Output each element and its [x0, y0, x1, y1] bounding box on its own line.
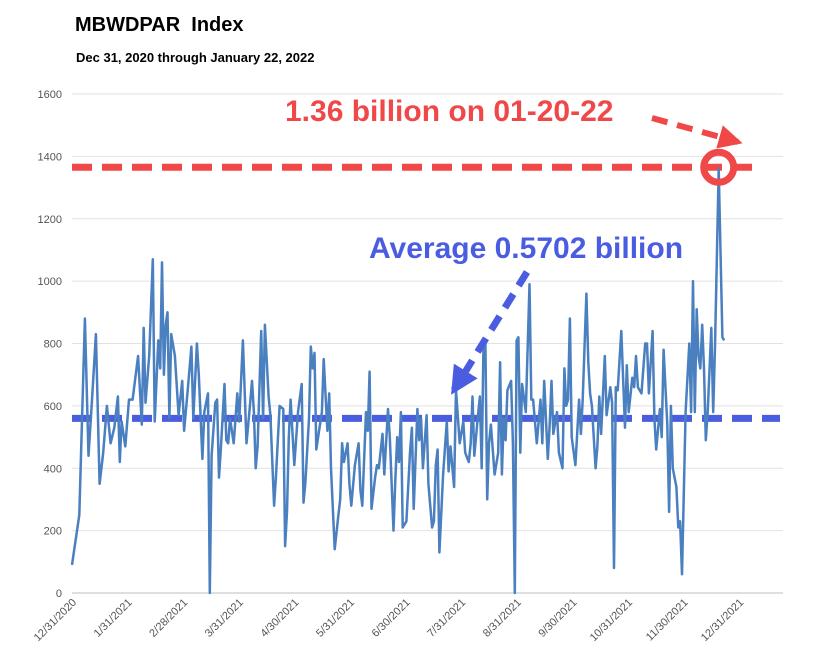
x-tick-label: 10/31/2021 [588, 597, 635, 644]
average-annotation-arrow [451, 270, 530, 395]
x-tick-label: 3/31/2021 [203, 597, 246, 640]
x-tick-label: 4/30/2021 [258, 597, 301, 640]
y-tick-label: 400 [44, 463, 62, 475]
y-tick-label: 1000 [38, 276, 62, 288]
y-tick-label: 200 [44, 526, 62, 538]
grid-lines [72, 93, 783, 594]
series-line [70, 167, 726, 595]
x-tick-label: 9/30/2021 [536, 597, 579, 640]
max-annotation-label: 1.36 billion on 01-20-22 [285, 95, 613, 128]
x-tick-label: 6/30/2021 [370, 597, 413, 640]
x-tick-label: 12/31/2020 [32, 597, 79, 644]
y-tick-label: 1200 [38, 214, 62, 226]
x-axis-ticks: 12/31/2020 1/31/2021 2/28/2021 3/31/2021 4/3… [32, 597, 747, 644]
x-tick-label: 8/31/2021 [481, 597, 524, 640]
chart-title: MBWDPAR Index [75, 14, 244, 36]
x-tick-label: 7/31/2021 [425, 597, 468, 640]
y-tick-label: 1400 [38, 151, 62, 163]
x-tick-label: 2/28/2021 [147, 597, 190, 640]
x-tick-label: 12/31/2021 [699, 597, 746, 644]
y-tick-label: 800 [44, 339, 62, 351]
y-tick-label: 0 [56, 588, 62, 600]
max-point-marker [700, 148, 738, 186]
chart-subtitle: Dec 31, 2020 through January 22, 2022 [76, 50, 315, 65]
y-tick-label: 600 [44, 401, 62, 413]
x-tick-label: 5/31/2021 [314, 597, 357, 640]
y-axis-ticks: 0 200 400 600 800 1000 1200 1400 1600 [38, 89, 62, 600]
max-annotation-arrow [651, 115, 743, 149]
x-tick-label: 11/30/2021 [644, 597, 691, 644]
average-annotation-label: Average 0.5702 billion [369, 232, 683, 265]
y-tick-label: 1600 [38, 89, 62, 101]
x-tick-label: 1/31/2021 [92, 597, 135, 640]
